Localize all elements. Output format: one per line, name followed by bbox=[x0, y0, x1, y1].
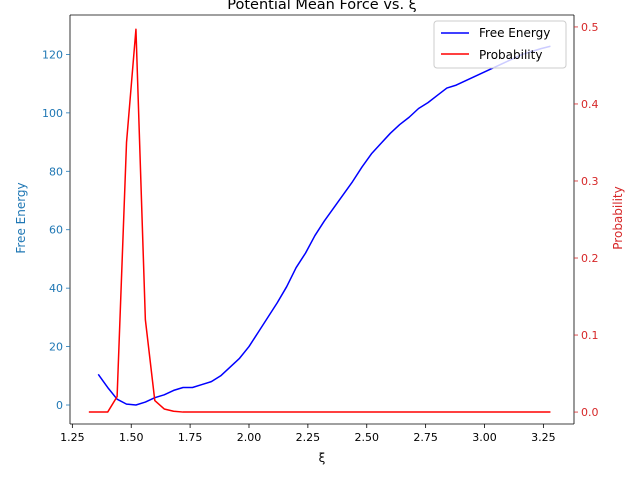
x-tick-label: 2.75 bbox=[413, 431, 438, 444]
axes: 1.25 1.50 1.75 2.00 2.25 2.50 2.75 3.00 3.25 0 20 4… bbox=[42, 14, 599, 444]
x-tick-label: 1.25 bbox=[60, 431, 85, 444]
y-left-tick-label: 0 bbox=[56, 399, 63, 412]
legend-label-free-energy: Free Energy bbox=[479, 26, 550, 40]
y-left-tick-label: 120 bbox=[42, 48, 63, 61]
y-right-tick-label: 0.2 bbox=[581, 252, 599, 265]
y-right-tick-label: 0.0 bbox=[581, 406, 599, 419]
y-left-tick-label: 20 bbox=[49, 341, 63, 354]
legend: Free Energy Probability bbox=[433, 20, 567, 69]
x-tick-label: 3.25 bbox=[531, 431, 556, 444]
y-right-tick-label: 0.1 bbox=[581, 329, 599, 342]
free-energy-line bbox=[97, 45, 551, 406]
y-left-tick-label: 40 bbox=[49, 282, 63, 295]
y-axis-left-label: Free Energy bbox=[14, 182, 28, 253]
x-tick-label: 2.50 bbox=[354, 431, 379, 444]
x-tick-label: 1.50 bbox=[119, 431, 144, 444]
y-right-tick-label: 0.3 bbox=[581, 175, 599, 188]
y-right-tick-label: 0.4 bbox=[581, 98, 599, 111]
chart-title: Potential Mean Force vs. ξ bbox=[227, 0, 417, 13]
legend-label-probability: Probability bbox=[479, 48, 542, 62]
y-right-tick-label: 0.5 bbox=[581, 21, 599, 34]
plot-area bbox=[88, 28, 551, 413]
x-tick-label: 1.75 bbox=[178, 431, 203, 444]
y-axis-right-label: Probability bbox=[611, 186, 625, 249]
y-left-tick-label: 80 bbox=[49, 165, 63, 178]
probability-line bbox=[88, 28, 551, 413]
x-axis-label: ξ bbox=[319, 451, 326, 465]
x-tick-label: 2.00 bbox=[237, 431, 262, 444]
x-tick-label: 2.25 bbox=[296, 431, 321, 444]
y-left-tick-label: 60 bbox=[49, 224, 63, 237]
x-tick-label: 3.00 bbox=[472, 431, 497, 444]
y-left-tick-label: 100 bbox=[42, 107, 63, 120]
